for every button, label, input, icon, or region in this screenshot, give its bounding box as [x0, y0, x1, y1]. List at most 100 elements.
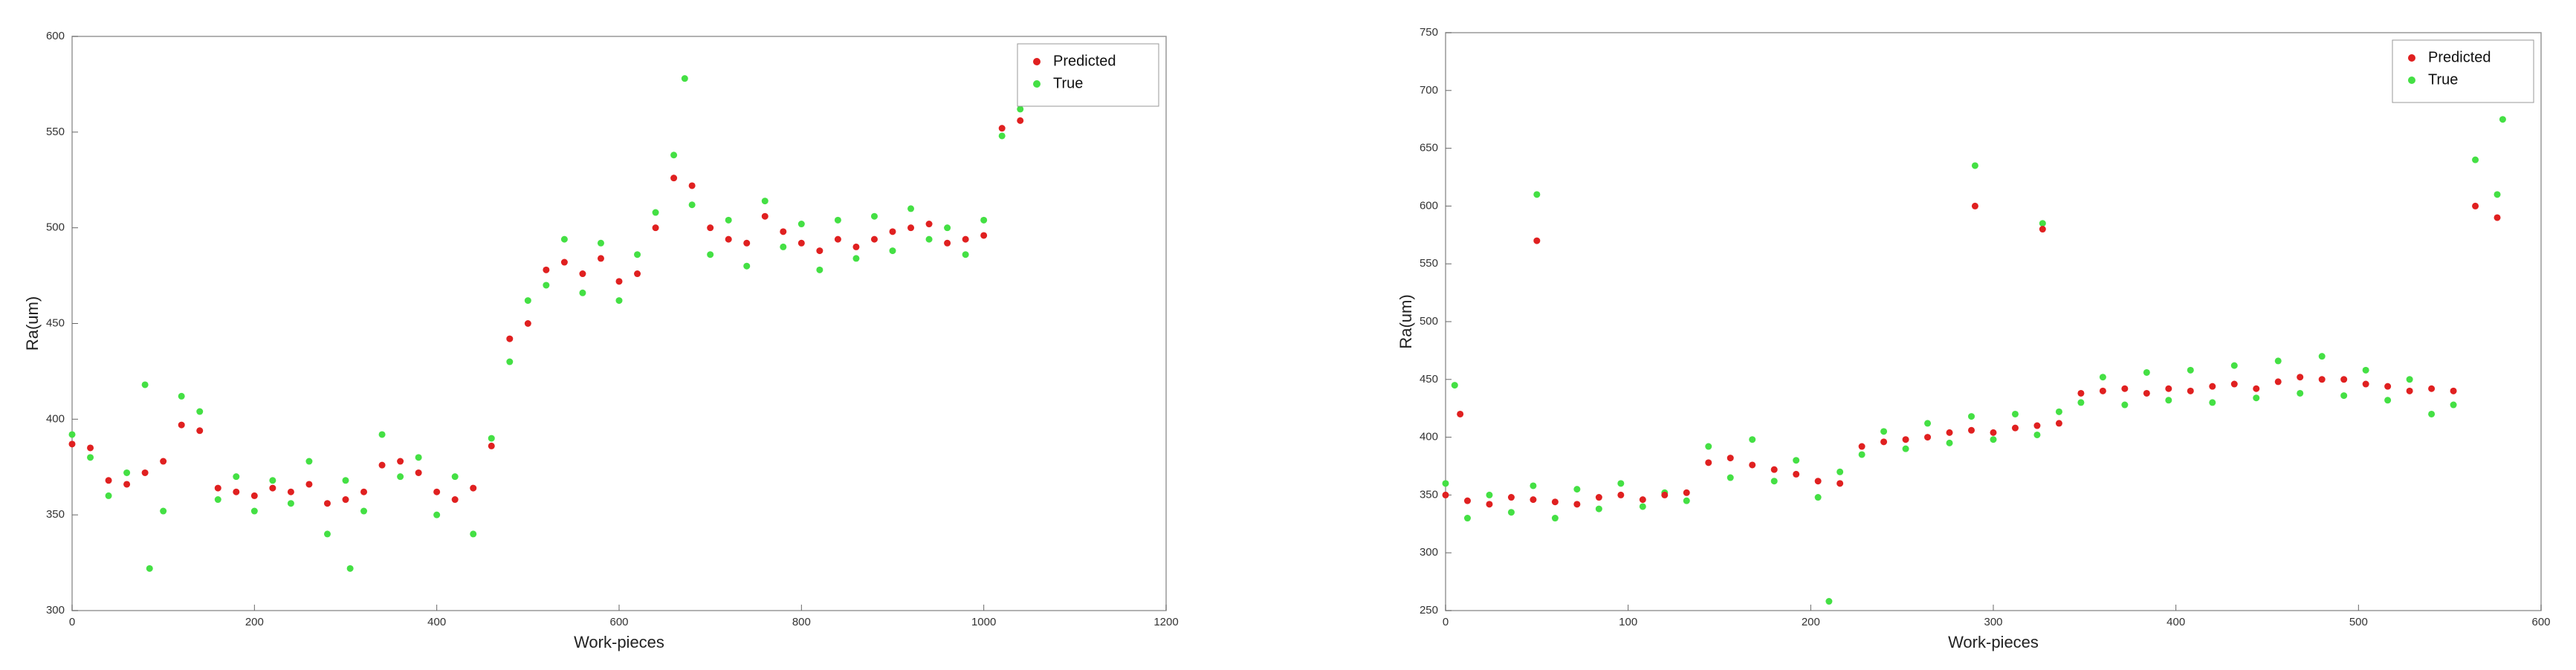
point [1825, 598, 1833, 605]
point [1793, 457, 1800, 464]
point [1595, 505, 1602, 513]
point [269, 484, 276, 492]
chart: 0 100 200 300 400 500 600 250 300 350 400 450 500 550… [1397, 26, 2551, 651]
point [597, 239, 604, 247]
point [962, 235, 969, 243]
point [305, 481, 313, 488]
point [488, 435, 495, 442]
point [1858, 451, 1865, 458]
point [451, 473, 459, 481]
x-tick-label: 0 [69, 616, 75, 628]
point [2340, 376, 2348, 383]
point [470, 484, 477, 492]
point [1946, 429, 1953, 436]
point [944, 239, 951, 247]
point [2428, 385, 2436, 392]
y-tick-label: 300 [46, 604, 65, 617]
y-tick-label: 500 [1420, 315, 1438, 328]
y-tick-label: 400 [1420, 431, 1438, 443]
point [2274, 378, 2282, 386]
point [1530, 482, 1537, 490]
point [178, 392, 185, 400]
y-tick-label: 450 [1420, 373, 1438, 386]
point [1968, 426, 1975, 434]
point [269, 477, 276, 484]
point [433, 488, 441, 495]
point [962, 251, 969, 258]
point [1533, 191, 1541, 198]
point [870, 235, 878, 243]
x-tick-label: 100 [1619, 616, 1637, 628]
point [1573, 501, 1581, 508]
point [579, 270, 586, 278]
point [2297, 389, 2304, 397]
point [1507, 494, 1515, 501]
point [1924, 434, 1932, 441]
point [652, 224, 659, 232]
point [670, 152, 678, 159]
point [2165, 385, 2172, 392]
point [2121, 401, 2129, 409]
point [342, 496, 349, 504]
point [1924, 420, 1932, 427]
point [2033, 422, 2041, 429]
point [1573, 486, 1581, 493]
point [360, 488, 368, 495]
point [68, 440, 76, 448]
point [797, 221, 805, 228]
point [2253, 385, 2260, 392]
point [1971, 202, 1978, 209]
point [907, 224, 915, 232]
point [415, 454, 422, 461]
point [233, 488, 240, 495]
y-tick-label: 500 [46, 221, 65, 234]
point [488, 442, 495, 449]
point [1902, 436, 1909, 443]
point [287, 488, 294, 495]
point [852, 243, 860, 250]
point [1990, 436, 1997, 443]
y-tick-label: 550 [1420, 257, 1438, 270]
point [852, 255, 860, 262]
point [2143, 389, 2150, 397]
point [2143, 368, 2150, 376]
point [470, 530, 477, 538]
point [1017, 117, 1024, 124]
point [1507, 509, 1515, 516]
y-tick-label: 450 [46, 316, 65, 329]
point [2274, 357, 2282, 365]
x-tick-label: 300 [1984, 616, 2002, 628]
point [141, 469, 149, 476]
y-tick-label: 600 [46, 30, 65, 42]
point [1770, 466, 1778, 473]
point [870, 212, 878, 220]
plot-area [71, 36, 1167, 611]
point [451, 496, 459, 504]
plot-area [1445, 32, 2542, 611]
point [2450, 387, 2457, 394]
point [178, 421, 185, 429]
point [780, 228, 787, 235]
point [1814, 478, 1822, 485]
point [543, 266, 550, 273]
point [1486, 491, 1493, 498]
point [1902, 445, 1909, 452]
point [2297, 374, 2304, 381]
point [1880, 428, 1888, 435]
point [2121, 385, 2129, 392]
point [1463, 497, 1471, 504]
point [2230, 380, 2238, 388]
x-tick-label: 600 [2531, 616, 2550, 628]
point [681, 75, 688, 82]
y-tick-label: 550 [46, 126, 65, 138]
point [670, 175, 678, 182]
point [2209, 383, 2216, 390]
point [2209, 399, 2216, 406]
x-axis-label: Work-pieces [574, 633, 664, 651]
y-tick-label: 650 [1420, 142, 1438, 155]
point [2384, 397, 2392, 404]
point [743, 262, 751, 270]
point [998, 132, 1006, 140]
point [1705, 443, 1712, 450]
point [834, 216, 841, 224]
